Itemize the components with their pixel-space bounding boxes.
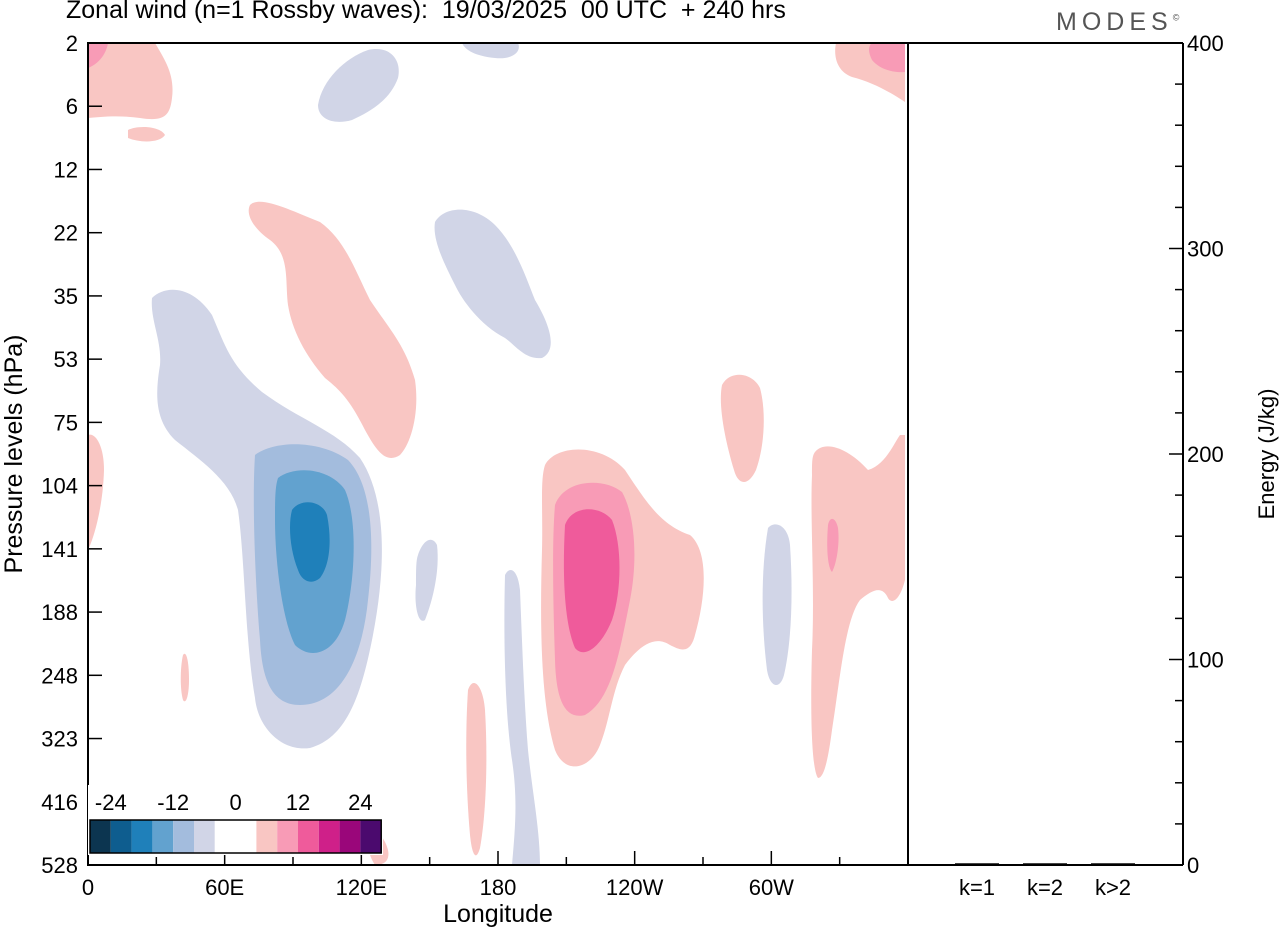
x-tick-label: 120W (606, 875, 664, 900)
y-tick-label: 188 (41, 600, 78, 625)
negative-region-core (290, 502, 330, 582)
energy-bar (1091, 863, 1135, 864)
energy-category-label: k>2 (1095, 875, 1131, 900)
energy-category-label: k=1 (959, 875, 995, 900)
y-axis-pressure: 2 6 12 22 35 53 75 104 141 188 248 323 416 528 (41, 31, 102, 878)
energy-axis-title: Energy (J/kg) (1254, 389, 1279, 520)
colorbar-swatch (214, 820, 236, 853)
energy-bars: k=1 k=2 k>2 (955, 863, 1135, 900)
colorbar-swatch (256, 820, 278, 853)
negative-region-top-2 (462, 43, 519, 59)
x-tick-label: 180 (480, 875, 517, 900)
positive-region-mid-right (720, 374, 764, 483)
positive-region-top-right-2 (869, 43, 905, 73)
x-tick-label: 120E (336, 875, 387, 900)
energy-bar (955, 863, 999, 864)
y-tick-label: 323 (41, 727, 78, 752)
colorbar-tick-label: 24 (348, 790, 372, 815)
colorbar-tick-label: -24 (95, 790, 127, 815)
x-tick-label: 60W (749, 875, 794, 900)
colorbar-swatch (360, 820, 382, 853)
y-tick-label: 12 (54, 157, 78, 182)
positive-region-right-small (827, 518, 839, 572)
positive-region-bottom (466, 682, 487, 856)
energy-tick-label: 0 (1187, 853, 1199, 878)
energy-tick-label: 300 (1187, 237, 1224, 262)
colorbar-frame (89, 819, 382, 854)
positive-region-top-left (88, 43, 173, 120)
y-tick-label: 6 (66, 94, 78, 119)
negative-region-right (762, 524, 792, 686)
colorbar-tick-label: 0 (229, 790, 241, 815)
modes-logo: MODES© (1056, 8, 1179, 37)
colorbar-swatch (235, 820, 257, 853)
positive-region-top-left-2 (88, 43, 108, 68)
energy-tick-label: 400 (1187, 31, 1224, 56)
positive-region-small (180, 653, 189, 702)
y-tick-label: 416 (41, 790, 78, 815)
y-tick-label: 248 (41, 663, 78, 688)
brand-mark: © (1172, 12, 1180, 23)
negative-region-top (318, 49, 399, 122)
y-tick-label: 35 (54, 284, 78, 309)
x-tick-label: 0 (82, 875, 94, 900)
x-axis-longitude: 0 60E 120E 180 120W 60W (82, 851, 909, 900)
y-tick-label: 22 (54, 221, 78, 246)
colorbar-swatch (339, 820, 361, 853)
y-tick-label: 104 (41, 474, 78, 499)
colorbar-swatch (194, 820, 215, 853)
y-axis-title: Pressure levels (hPa) (0, 335, 28, 574)
chart-title: Zonal wind (n=1 Rossby waves): 19/03/202… (66, 0, 786, 24)
x-tick-label: 60E (205, 875, 244, 900)
energy-tick-label: 200 (1187, 442, 1224, 467)
y-axis-energy: 0 100 200 300 400 (1169, 31, 1224, 878)
positive-region-right (811, 435, 905, 778)
y-tick-label: 75 (54, 410, 78, 435)
colorbar-swatch (131, 820, 153, 853)
colorbar-swatch (152, 820, 174, 853)
colorbar-swatch (318, 820, 340, 853)
negative-region-strip (504, 570, 540, 865)
negative-region-upper (434, 209, 551, 359)
y-tick-label: 53 (54, 347, 78, 372)
contour-field (88, 43, 905, 865)
colorbar-swatch (277, 820, 298, 853)
colorbar-swatch (90, 820, 111, 853)
colorbar: -24 -12 0 12 24 (88, 785, 383, 855)
y-tick-label: 2 (66, 31, 78, 56)
y-tick-label: 141 (41, 537, 78, 562)
energy-tick-label: 100 (1187, 648, 1224, 673)
positive-region-upper (248, 201, 417, 458)
positive-region-top-left-tail (128, 127, 165, 142)
energy-bar (1023, 863, 1067, 864)
brand-text: MODES (1056, 8, 1173, 36)
positive-region-core (563, 509, 620, 653)
colorbar-swatch (110, 820, 132, 853)
colorbar-swatch (298, 820, 319, 853)
colorbar-tick-label: -12 (157, 790, 189, 815)
x-axis-title: Longitude (443, 900, 553, 928)
energy-category-label: k=2 (1027, 875, 1063, 900)
positive-region-left-edge (88, 434, 104, 550)
negative-region-small (415, 539, 438, 621)
y-tick-label: 528 (41, 853, 78, 878)
colorbar-swatch (173, 820, 194, 853)
colorbar-tick-label: 12 (286, 790, 310, 815)
